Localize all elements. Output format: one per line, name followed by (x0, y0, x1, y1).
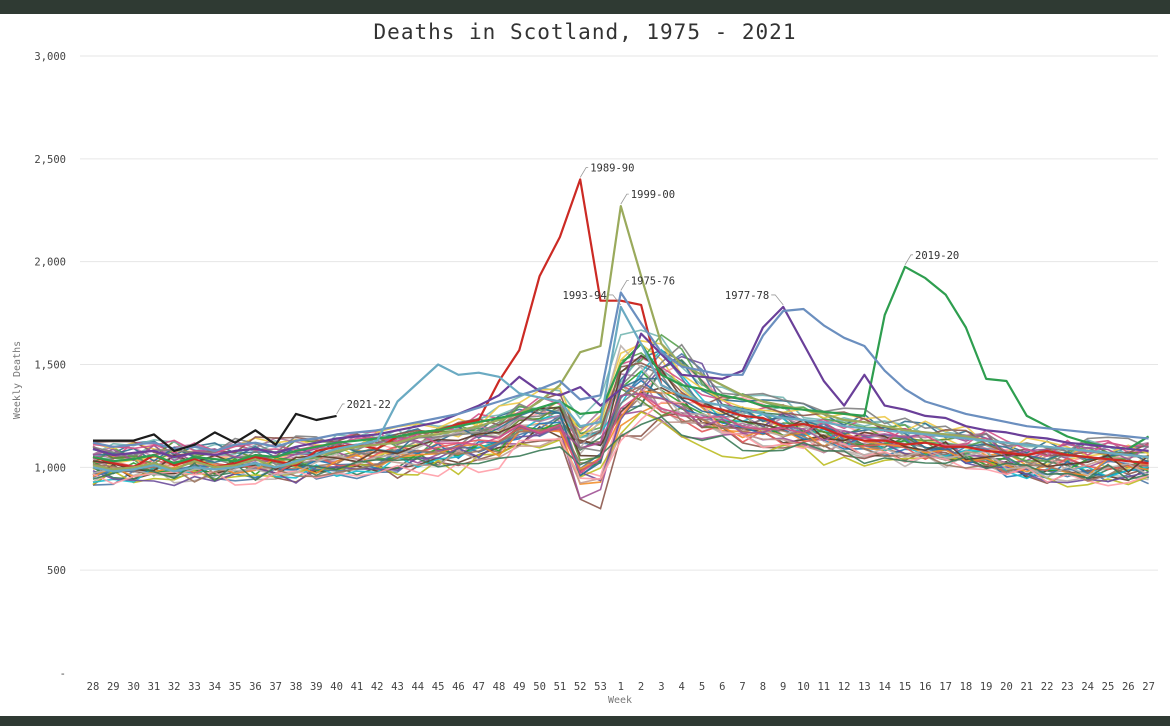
x-tick-label: 18 (960, 681, 973, 693)
x-tick-label: 40 (330, 681, 343, 693)
x-tick-label: 14 (878, 681, 891, 693)
x-tick-label: 22 (1041, 681, 1054, 693)
series-line-2021-22 (93, 412, 337, 452)
annotation-2021-22: 2021-22 (347, 399, 391, 411)
x-tick-label: 19 (980, 681, 993, 693)
x-tick-label: 34 (208, 681, 221, 693)
annotation-leader (608, 294, 622, 306)
x-tick-label: 25 (1102, 681, 1115, 693)
x-tick-label: 38 (290, 681, 303, 693)
highlighted-series (92, 178, 1150, 473)
x-tick-label: 44 (411, 681, 424, 693)
y-tick-label: 2,000 (34, 257, 66, 269)
annotations: 1989-90 1999-00 2019-20 1977-78 1975-76 1993-… (336, 162, 959, 415)
y-tick-label: 2,500 (34, 154, 66, 166)
x-tick-label: 1 (618, 681, 624, 693)
annotation-1977-78: 1977-78 (725, 290, 769, 302)
x-tick-label: 5 (699, 681, 705, 693)
x-tick-label: 47 (472, 681, 485, 693)
x-tick-label: 13 (858, 681, 871, 693)
x-tick-label: 2 (638, 681, 644, 693)
x-tick-label: 51 (554, 681, 567, 693)
x-tick-label: 28 (87, 681, 100, 693)
x-tick-label: 48 (493, 681, 506, 693)
chart-frame: Deaths in Scotland, 1975 - 2021 - 500 1,00… (0, 14, 1170, 716)
x-tick-label: 53 (594, 681, 607, 693)
series-line-1999-00 (92, 205, 1149, 471)
x-tick-label: 42 (371, 681, 384, 693)
y-tick-label: 3,000 (34, 51, 66, 63)
line-chart: Deaths in Scotland, 1975 - 2021 - 500 1,00… (12, 20, 1158, 706)
x-tick-label: 4 (679, 681, 685, 693)
x-tick-label: 6 (719, 681, 725, 693)
series-line-2019-20 (92, 265, 1150, 465)
x-axis-ticks: 28 29 30 31 32 33 34 35 36 37 38 39 40 41 42 43 44 45 46 47… (87, 681, 1155, 693)
x-tick-label: 50 (533, 681, 546, 693)
annotation-1993-94: 1993-94 (563, 290, 607, 302)
x-tick-label: 7 (739, 681, 745, 693)
x-tick-label: 29 (107, 681, 120, 693)
x-tick-label: 10 (797, 681, 810, 693)
y-tick-label: 1,000 (34, 462, 66, 474)
x-tick-label: 26 (1122, 681, 1135, 693)
series-line-1975-76 (92, 291, 1149, 452)
y-tick-label: 500 (47, 565, 66, 577)
series-line-1977-78 (92, 305, 1149, 459)
x-tick-label: 46 (452, 681, 465, 693)
x-tick-label: 37 (269, 681, 282, 693)
series-line-1989-90 (92, 178, 1149, 469)
x-tick-label: 45 (432, 681, 445, 693)
annotation-2019-20: 2019-20 (915, 250, 959, 262)
x-tick-label: 24 (1081, 681, 1094, 693)
x-tick-label: 11 (817, 681, 830, 693)
annotation-1975-76: 1975-76 (631, 276, 675, 288)
x-tick-label: 8 (760, 681, 766, 693)
x-tick-label: 36 (249, 681, 262, 693)
y-tick-label: 1,500 (34, 360, 66, 372)
x-tick-label: 31 (148, 681, 161, 693)
x-tick-label: 12 (838, 681, 851, 693)
annotation-1999-00: 1999-00 (631, 189, 675, 201)
x-tick-label: 9 (780, 681, 786, 693)
x-tick-label: 39 (310, 681, 323, 693)
background-series-line (92, 415, 1149, 482)
annotation-leader (336, 403, 345, 415)
background-series-line (92, 343, 1149, 457)
y-tick-label: - (60, 668, 66, 680)
annotation-leader (620, 280, 629, 291)
x-tick-label: 35 (229, 681, 242, 693)
x-tick-label: 30 (127, 681, 140, 693)
x-tick-label: 32 (168, 681, 181, 693)
background-series-line (92, 401, 1149, 487)
x-tick-label: 21 (1020, 681, 1033, 693)
x-tick-label: 49 (513, 681, 526, 693)
background-series-line (92, 421, 1149, 484)
annotation-leader (620, 193, 629, 205)
annotation-leader (904, 254, 913, 266)
x-tick-label: 3 (658, 681, 664, 693)
annotation-1989-90: 1989-90 (590, 162, 634, 174)
x-tick-label: 15 (899, 681, 912, 693)
x-tick-label: 17 (939, 681, 952, 693)
x-tick-label: 43 (391, 681, 404, 693)
x-axis-label: Week (608, 695, 632, 706)
background-series-line (92, 344, 1149, 479)
y-axis-label: Weekly Deaths (12, 341, 23, 419)
chart-title: Deaths in Scotland, 1975 - 2021 (374, 20, 797, 44)
annotation-leader (771, 294, 784, 306)
x-tick-label: 52 (574, 681, 587, 693)
x-tick-label: 27 (1142, 681, 1155, 693)
y-axis-ticks: - 500 1,000 1,500 2,000 2,500 3,000 (34, 51, 66, 680)
x-tick-label: 33 (188, 681, 201, 693)
x-tick-label: 20 (1000, 681, 1013, 693)
x-tick-label: 16 (919, 681, 932, 693)
annotation-leader (579, 166, 589, 178)
series-line-1993-94 (92, 305, 1149, 473)
x-tick-label: 23 (1061, 681, 1074, 693)
x-tick-label: 41 (351, 681, 364, 693)
